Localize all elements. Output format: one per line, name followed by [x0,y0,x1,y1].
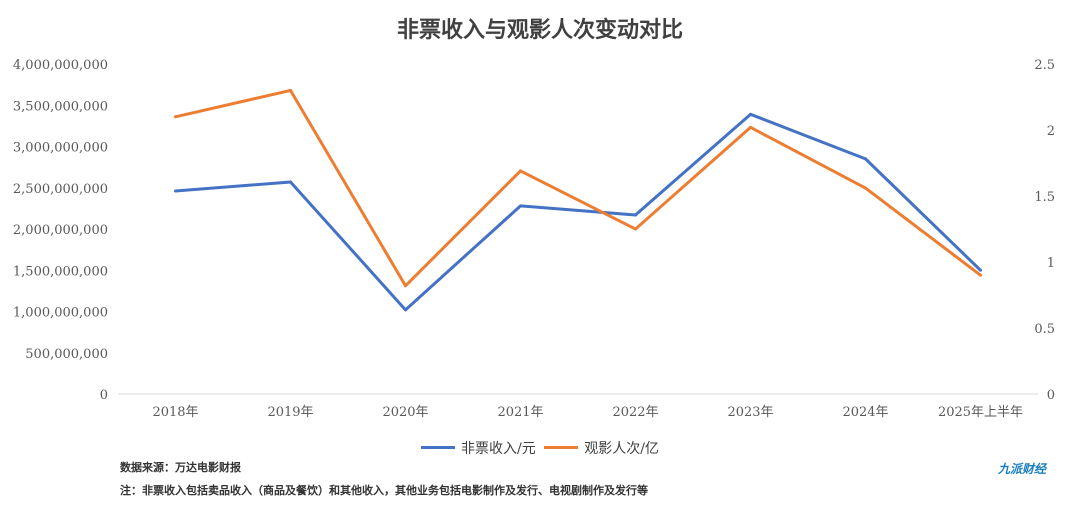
legend-item-admissions: 观影人次/亿 [544,438,659,458]
left-tick-label: 0 [100,388,108,403]
series-line-0 [175,112,982,312]
footnote: 注：非票收入包括卖品收入（商品及餐饮）和其他收入，其他业务包括电影制作及发行、电… [120,484,648,497]
data-point [174,189,177,193]
right-tick-label: 0 [1047,388,1055,403]
left-tick-label: 1,000,000,000 [13,306,108,321]
x-tick-label: 2025年上半年 [938,405,1023,420]
x-tick-label: 2022年 [612,405,658,420]
legend-swatch [421,446,456,449]
right-tick-label: 0.5 [1034,322,1055,337]
legend-label: 观影人次/亿 [584,440,659,457]
data-point [634,213,637,217]
right-tick-label: 1 [1047,256,1055,271]
data-point [749,112,752,116]
left-tick-label: 3,500,000,000 [13,99,108,114]
data-point [404,284,407,288]
logo: 九派财经 [998,462,1047,476]
left-tick-label: 4,000,000,000 [13,58,108,73]
left-tick-label: 500,000,000 [25,347,108,362]
x-tick-label: 2023年 [727,405,773,420]
left-tick-label: 2,000,000,000 [13,223,108,238]
legend-label: 非票收入/元 [461,440,536,457]
data-point [864,186,867,190]
legend-item-non-ticket-revenue: 非票收入/元 [421,438,536,458]
data-point [979,273,982,277]
data-point [634,227,637,231]
x-tick-label: 2021年 [497,405,543,420]
data-point [864,157,867,161]
x-tick-label: 2024年 [842,405,888,420]
x-tick-label: 2018年 [152,405,198,420]
right-tick-label: 1.5 [1034,190,1055,205]
x-tick-label: 2019年 [267,405,313,420]
right-tick-label: 2 [1047,124,1055,139]
right-tick-label: 2.5 [1034,58,1055,73]
legend-swatch [544,446,579,449]
left-tick-label: 1,500,000,000 [13,264,108,279]
chart-title: 非票收入与观影人次变动对比 [396,17,683,43]
line-chart: 0 500,000,000 1,000,000,000 1,500,000,000 2,… [13,58,1055,420]
data-point [979,268,982,272]
legend: 非票收入/元 观影人次/亿 [0,437,1080,458]
data-point [519,204,522,208]
data-point [404,308,407,312]
data-point [519,169,522,173]
data-point [289,88,292,92]
left-tick-label: 2,500,000,000 [13,182,108,197]
source-note: 数据来源：万达电影财报 [120,461,241,474]
data-point [749,125,752,129]
data-point [289,180,292,184]
x-tick-label: 2020年 [382,405,428,420]
left-tick-label: 3,000,000,000 [13,141,108,156]
data-point [174,115,177,119]
series-line-1 [175,88,982,288]
